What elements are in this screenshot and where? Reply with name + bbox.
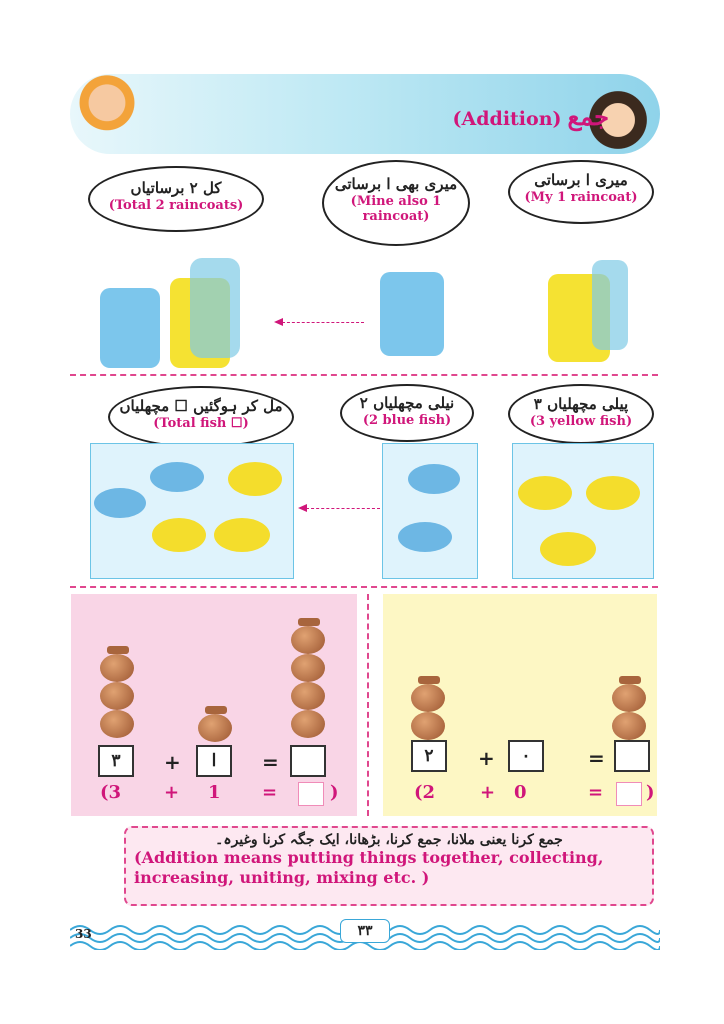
english-answer-box-right[interactable] bbox=[616, 782, 642, 806]
speech-bubble-my-raincoat: میری ا برساتی (My 1 raincoat) bbox=[508, 160, 654, 224]
english-plus: + bbox=[164, 782, 180, 803]
arrow-left-raincoats bbox=[274, 318, 364, 326]
speech-bubble-total-raincoats: کل ۲ برساتیاں (Total 2 raincoats) bbox=[88, 166, 264, 232]
english-zero: 0 bbox=[514, 782, 527, 803]
english-open-3: (3 bbox=[100, 782, 122, 803]
page-number-urdu: ۳۳ bbox=[340, 919, 390, 943]
plus-sign: + bbox=[164, 750, 181, 774]
blue-fish-icon bbox=[94, 488, 146, 518]
definition-note: جمع کرنا یعنی ملانا، جمع کرنا، بڑھانا، ا… bbox=[124, 826, 654, 906]
note-english-line2: increasing, uniting, mixing etc. ) bbox=[134, 868, 430, 887]
girl-with-raincoat-illustration bbox=[542, 240, 632, 364]
boy-with-raincoat-illustration bbox=[376, 242, 448, 362]
english-equals: = bbox=[262, 782, 278, 803]
pot-stack-1 bbox=[198, 706, 234, 742]
blue-fish-icon bbox=[150, 462, 204, 492]
blue-fish-icon bbox=[398, 522, 452, 552]
english-plus: + bbox=[480, 782, 496, 803]
english-equals: = bbox=[588, 782, 604, 803]
english-open-2: (2 bbox=[414, 782, 436, 803]
page-number: 33 bbox=[75, 927, 92, 941]
arrow-left-fish bbox=[298, 504, 380, 512]
title-english: (Addition) bbox=[452, 108, 562, 130]
plus-sign: + bbox=[478, 746, 495, 770]
page-title: (Addition) جمع bbox=[453, 102, 609, 131]
yellow-fish-icon bbox=[228, 462, 282, 496]
number-box-zero: ۰ bbox=[508, 740, 544, 772]
english-answer-box-left[interactable] bbox=[298, 782, 324, 806]
kids-with-raincoats-illustration bbox=[100, 248, 250, 368]
english-close: ) bbox=[646, 782, 655, 803]
header-banner bbox=[70, 74, 660, 154]
answer-box-right[interactable] bbox=[614, 740, 650, 772]
speech-bubble-mine-also: میری بھی ا برساتی (Mine also 1 raincoat) bbox=[322, 160, 470, 246]
note-urdu: جمع کرنا یعنی ملانا، جمع کرنا، بڑھانا، ا… bbox=[215, 832, 563, 848]
yellow-fish-icon bbox=[152, 518, 206, 552]
section-divider-2 bbox=[70, 586, 658, 588]
equals-sign: = bbox=[588, 746, 605, 770]
english-one: 1 bbox=[208, 782, 221, 803]
blue-fish-icon bbox=[408, 464, 460, 494]
title-urdu: جمع bbox=[567, 102, 609, 131]
speech-bubble-yellow-fish: ۳ پیلی مچھلیاں (3 yellow fish) bbox=[508, 384, 654, 444]
yellow-fish-icon bbox=[214, 518, 270, 552]
english-close: ) bbox=[330, 782, 339, 803]
pot-stack-2 bbox=[411, 676, 447, 740]
number-box-three: ۳ bbox=[98, 745, 134, 777]
vertical-divider bbox=[367, 594, 369, 816]
pot-stack-2-result bbox=[612, 676, 648, 740]
pot-stack-4 bbox=[291, 618, 327, 738]
girl-illustration-left bbox=[72, 70, 142, 152]
yellow-fish-icon bbox=[518, 476, 572, 510]
note-english-line1: (Addition means putting things together,… bbox=[134, 848, 604, 867]
equals-sign: = bbox=[262, 750, 279, 774]
yellow-fish-icon bbox=[586, 476, 640, 510]
section-divider-1 bbox=[70, 374, 658, 376]
speech-bubble-total-fish: مل کر ہوگئیں ☐ مچھلیاں (Total fish ☐) bbox=[108, 386, 294, 448]
girl-with-magnifier-illustration bbox=[578, 76, 658, 156]
answer-box-left[interactable] bbox=[290, 745, 326, 777]
number-box-one: ا bbox=[196, 745, 232, 777]
yellow-fish-icon bbox=[540, 532, 596, 566]
number-box-two: ۲ bbox=[411, 740, 447, 772]
pot-stack-3 bbox=[100, 646, 136, 738]
speech-bubble-blue-fish: ۲ نیلی مچھلیاں (2 blue fish) bbox=[340, 384, 474, 442]
